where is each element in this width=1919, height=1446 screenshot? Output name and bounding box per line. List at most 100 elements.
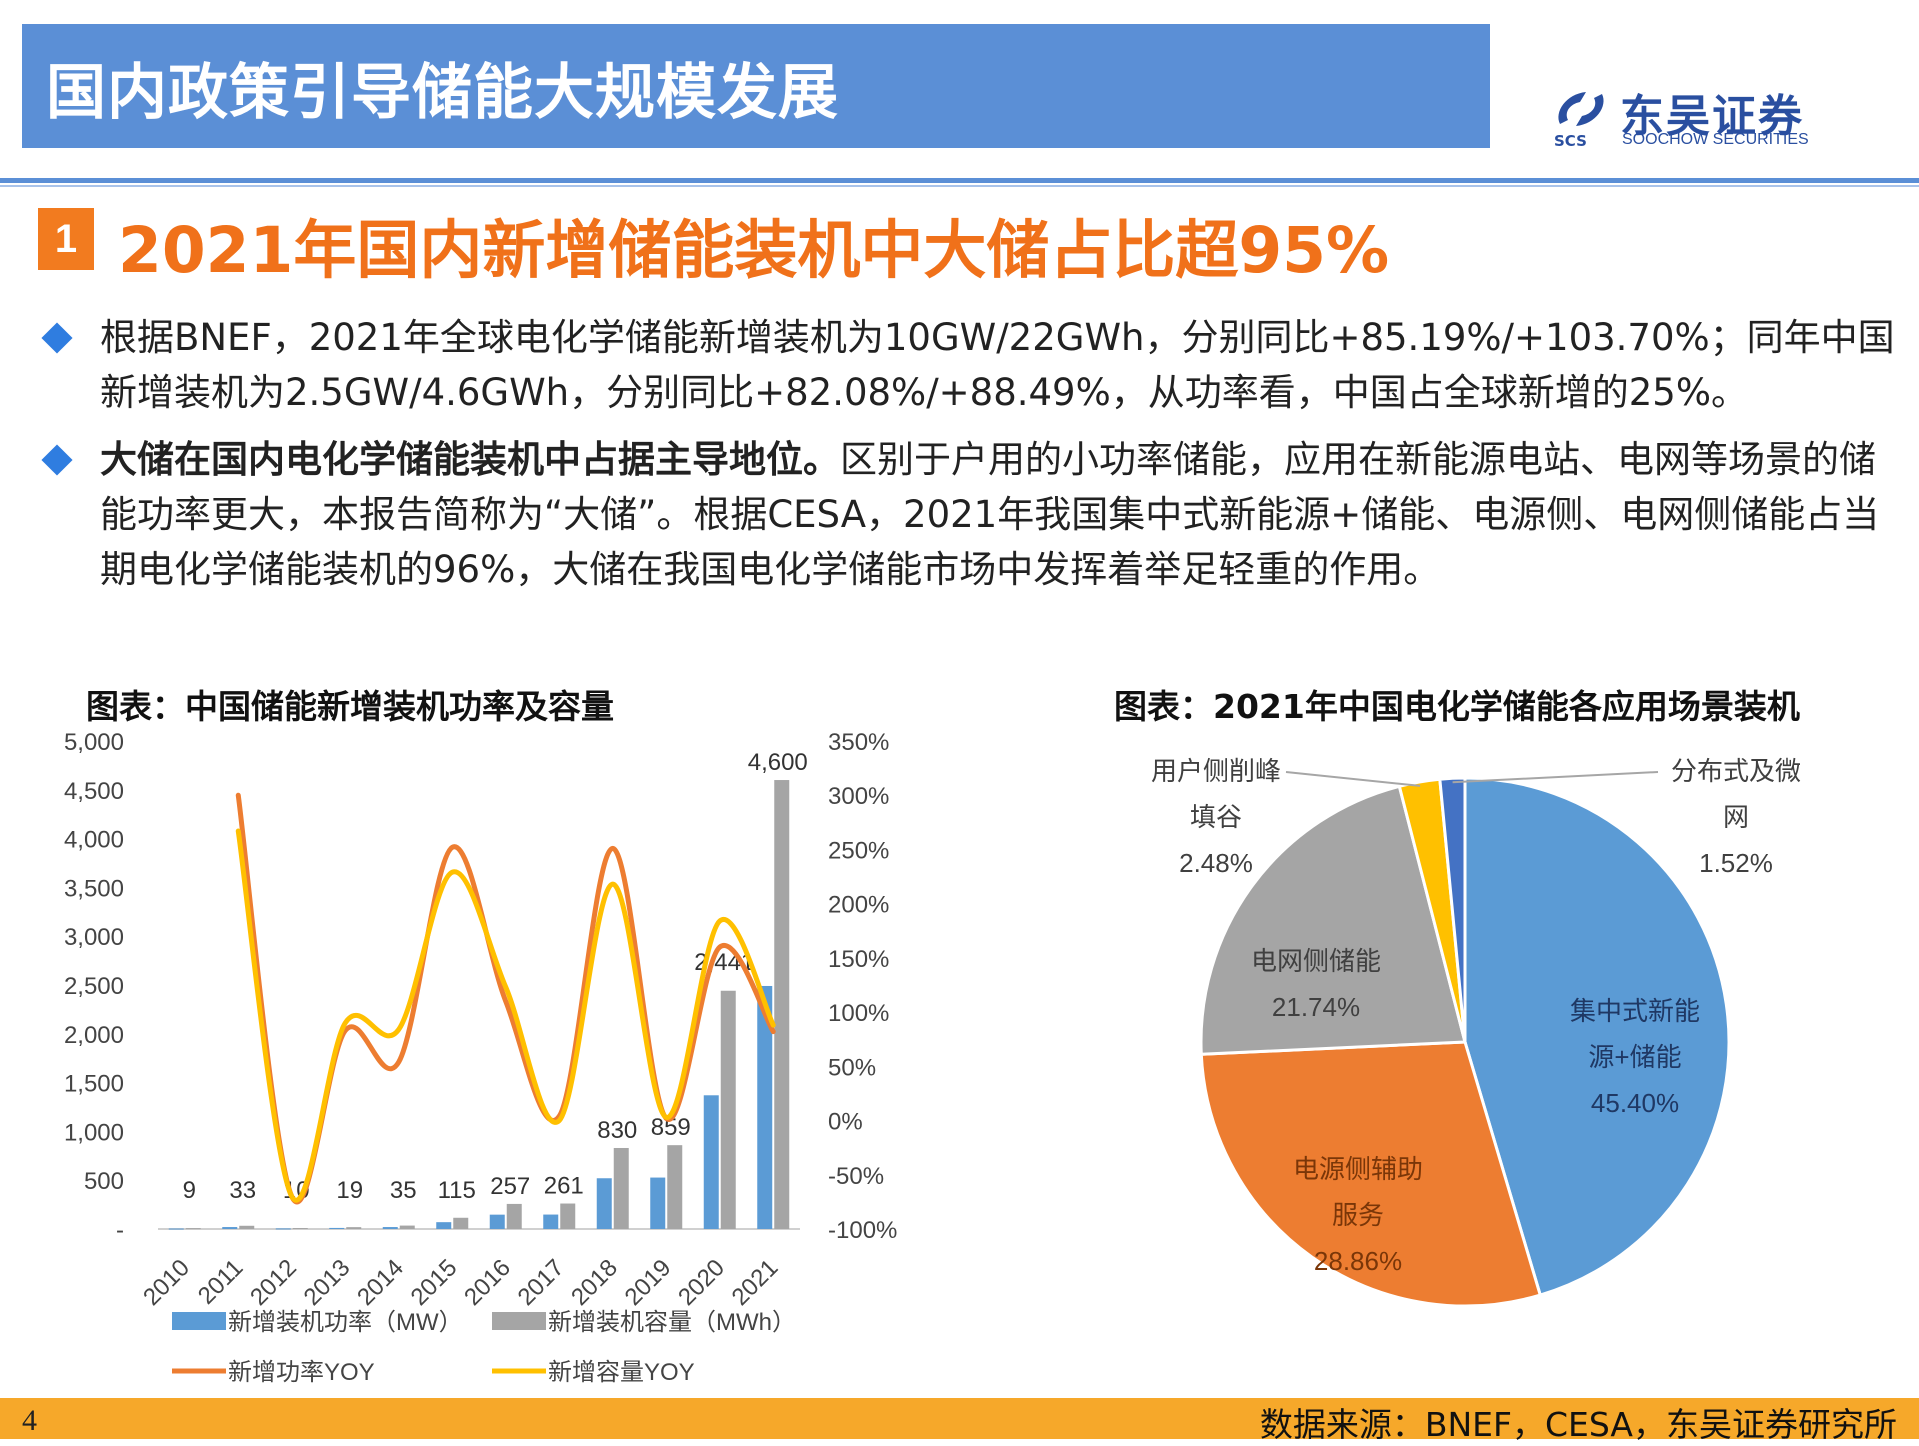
left-axis-tick-label: -: [116, 1217, 124, 1244]
capacity-bar: [239, 1225, 255, 1229]
capacity-data-label: 261: [544, 1173, 584, 1200]
power-bar: [436, 1222, 452, 1229]
legend-power-bar-swatch: [172, 1312, 226, 1330]
capacity-bar: [292, 1228, 308, 1230]
pie-slice-label: 服务: [1332, 1200, 1384, 1230]
diamond-bullet-icon: [41, 444, 73, 476]
left-axis-tick-label: 2,500: [64, 973, 124, 1000]
data-source: 数据来源：BNEF，CESA，东吴证券研究所: [1259, 1405, 1897, 1444]
left-axis-tick-label: 1,500: [64, 1071, 124, 1098]
power-bar: [329, 1227, 345, 1229]
pie-slice-label: 用户侧削峰: [1151, 756, 1281, 786]
x-axis-tick-label: 2017: [513, 1254, 570, 1311]
legend-power-yoy-label: 新增功率YOY: [228, 1359, 375, 1386]
legend-capacity-bar-label: 新增装机容量（MWh）: [548, 1309, 796, 1336]
pie-slice-label: 源+储能: [1588, 1042, 1681, 1072]
capacity-bar: [346, 1227, 362, 1229]
section-number: 1: [38, 208, 94, 270]
header-bar: 国内政策引导储能大规模发展: [22, 24, 1490, 148]
pie-slice-label: 电源侧辅助: [1293, 1154, 1423, 1184]
right-axis-tick-label: 300%: [828, 783, 889, 810]
logo-mark-icon: [1558, 92, 1604, 126]
x-axis-tick-label: 2013: [299, 1254, 356, 1311]
pie-slice: [1199, 1040, 1543, 1308]
pie-slice-percent: 45.40%: [1591, 1088, 1679, 1118]
x-axis-tick-label: 2016: [459, 1254, 516, 1311]
power-bar: [543, 1214, 559, 1229]
bullet-1: 根据BNEF，2021年全球电化学储能新增装机为10GW/22GWh，分别同比+…: [41, 310, 1896, 420]
pie-slice-label: 集中式新能: [1570, 996, 1700, 1026]
capacity-data-label: 4,600: [748, 749, 808, 776]
logo-chinese-name: 东吴证券: [1620, 91, 1804, 142]
x-axis-tick-label: 2020: [673, 1254, 730, 1311]
pie-leader-line: [1452, 771, 1659, 784]
capacity-data-label: 19: [336, 1177, 363, 1204]
bullet-body-text: 根据BNEF，2021年全球电化学储能新增装机为10GW/22GWh，分别同比+…: [100, 316, 1895, 414]
capacity-bar: [720, 990, 736, 1229]
x-axis-tick-label: 2012: [245, 1254, 302, 1311]
right-axis-tick-label: 100%: [828, 1000, 889, 1027]
pie-slice: [1463, 776, 1731, 1297]
combo-chart: 5,000 4,500 4,000 3,500 3,000 2,500 2,000 1,500…: [64, 729, 897, 1386]
x-axis-tick-label: 2015: [406, 1254, 463, 1311]
bullet-text: 根据BNEF，2021年全球电化学储能新增装机为10GW/22GWh，分别同比+…: [100, 310, 1896, 420]
logo-abbr: SCS: [1554, 132, 1587, 150]
legend-capacity-yoy-label: 新增容量YOY: [548, 1359, 695, 1386]
power-bar: [222, 1227, 238, 1229]
pie-slice-percent: 21.74%: [1272, 992, 1360, 1022]
pie-slice-label: 网: [1723, 802, 1749, 832]
pie-slice: [1438, 776, 1467, 1043]
header-title: 国内政策引导储能大规模发展: [46, 58, 839, 128]
x-axis-tick-label: 2011: [193, 1254, 249, 1310]
capacity-data-label: 33: [229, 1177, 256, 1204]
pie-slice: [1199, 784, 1467, 1056]
left-axis-tick-label: 5,000: [64, 729, 124, 756]
header-divider: [0, 178, 1919, 183]
pie-chart-title: 图表：2021年中国电化学储能各应用场景装机: [1114, 687, 1800, 726]
left-axis-tick-label: 4,000: [64, 827, 124, 854]
pie-slice-label: 填谷: [1190, 802, 1242, 832]
left-axis-tick-label: 3,500: [64, 875, 124, 902]
section-title: 2021年国内新增储能装机中大储占比超95%: [118, 214, 1390, 287]
pie-leader-line: [1285, 771, 1421, 787]
pie-slice-label: 电网侧储能: [1251, 946, 1381, 976]
capacity-yoy-line: [235, 828, 776, 1203]
right-axis-tick-label: -50%: [828, 1163, 884, 1190]
bar-chart-title: 图表：中国储能新增装机功率及容量: [86, 687, 614, 726]
pie-slice-percent: 2.48%: [1179, 848, 1253, 878]
power-bar: [703, 1095, 719, 1229]
left-axis-tick-label: 2,000: [64, 1022, 124, 1049]
right-axis-tick-label: 200%: [828, 892, 889, 919]
right-axis-tick-label: 150%: [828, 946, 889, 973]
left-axis-tick-label: 3,000: [64, 924, 124, 951]
capacity-bar: [506, 1203, 522, 1229]
capacity-bar: [560, 1203, 576, 1229]
x-axis-tick-label: 2021: [727, 1254, 784, 1311]
right-axis-tick-label: -100%: [828, 1217, 897, 1244]
capacity-bar: [399, 1225, 415, 1229]
left-axis-tick-label: 4,500: [64, 778, 124, 805]
capacity-bar: [185, 1228, 201, 1230]
right-axis-tick-label: 250%: [828, 837, 889, 864]
capacity-data-label: 115: [438, 1177, 476, 1204]
company-logo: SCS 东吴证券 SOOCHOW SECURITIES: [1552, 84, 1892, 154]
capacity-data-label: 9: [183, 1177, 196, 1204]
pie-slice-percent: 1.52%: [1699, 848, 1773, 878]
power-bar: [596, 1178, 612, 1229]
pie-slice-percent: 28.86%: [1314, 1246, 1402, 1276]
capacity-bar: [667, 1145, 683, 1229]
power-bar: [382, 1227, 398, 1229]
legend-capacity-bar-swatch: [492, 1312, 546, 1330]
capacity-data-label: 257: [490, 1173, 530, 1200]
capacity-bar: [774, 780, 790, 1229]
right-axis-tick-label: 0%: [828, 1109, 863, 1136]
page-number: 4: [22, 1404, 37, 1437]
bullet-body-text: 区别于户用的小功率储能，应用在新能源电站、电网等场景的储能功率更大，本报告简称为…: [100, 438, 1880, 591]
power-bar: [168, 1228, 184, 1230]
diamond-bullet-icon: [41, 322, 73, 354]
power-bar: [489, 1214, 505, 1229]
legend-power-bar-label: 新增装机功率（MW）: [228, 1309, 463, 1336]
left-axis-tick-label: 500: [84, 1168, 124, 1195]
header-divider-thin: [0, 185, 1919, 187]
